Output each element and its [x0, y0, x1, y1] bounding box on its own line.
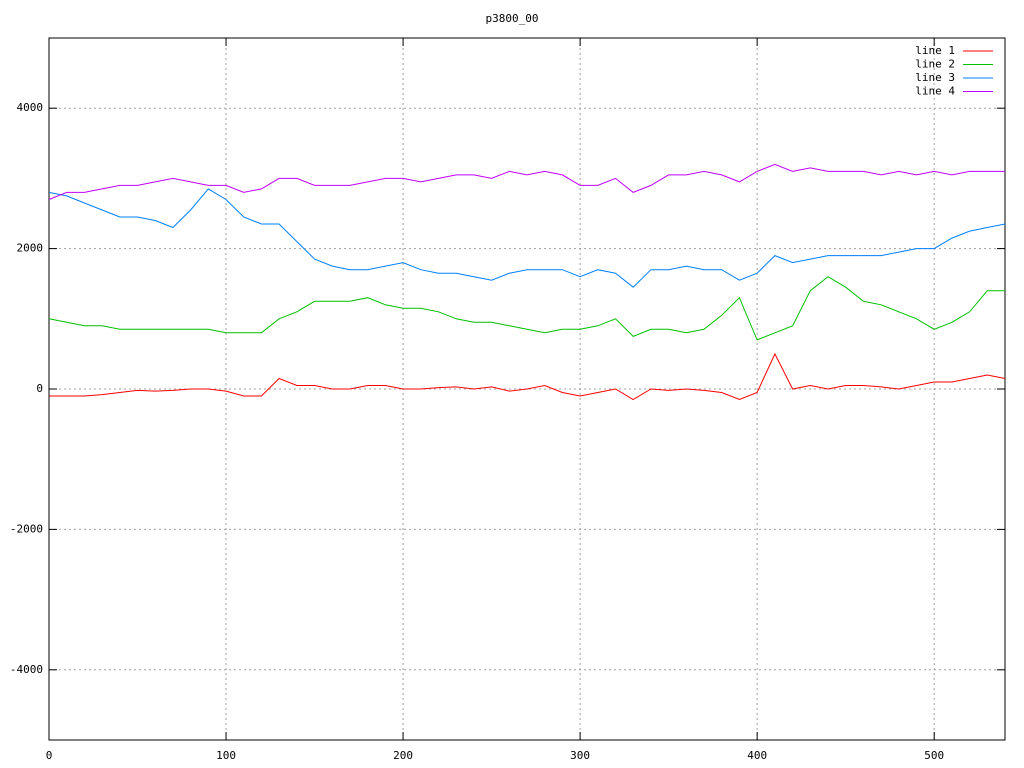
y-tick-label: 0 — [36, 382, 43, 395]
legend-label: line 1 — [915, 44, 955, 57]
chart-title: p3800_00 — [486, 12, 539, 25]
legend-label: line 3 — [915, 71, 955, 84]
data-line — [49, 352, 1006, 401]
y-tick-label: -2000 — [10, 522, 43, 535]
data-line — [48, 188, 1006, 288]
legend-label: line 4 — [915, 85, 955, 98]
y-tick-label: 2000 — [17, 242, 44, 255]
plot-frame — [48, 37, 1006, 741]
data-line — [48, 163, 1005, 200]
x-tick-label: 0 — [46, 749, 53, 762]
y-tick-label: -4000 — [10, 663, 43, 676]
x-tick-label: 400 — [747, 749, 767, 762]
x-tick-label: 500 — [924, 749, 944, 762]
x-tick-label: 100 — [216, 749, 236, 762]
x-tick-label: 300 — [570, 749, 590, 762]
y-tick-label: 4000 — [17, 101, 44, 114]
data-line — [48, 276, 1005, 341]
x-tick-label: 200 — [393, 749, 413, 762]
legend-label: line 2 — [915, 58, 955, 71]
